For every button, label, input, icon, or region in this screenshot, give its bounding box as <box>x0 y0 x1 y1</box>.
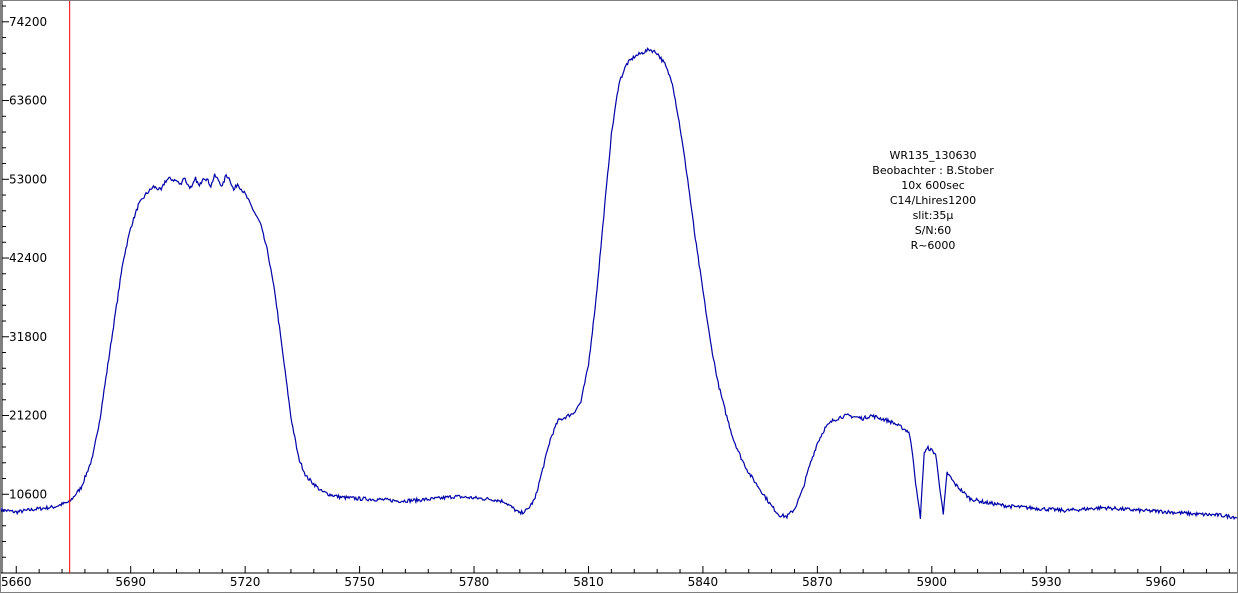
x-tick-label: 5840 <box>688 575 719 589</box>
x-tick-label: 5900 <box>917 575 948 589</box>
y-tick-label: 74200 <box>9 15 47 29</box>
y-tick-label: 42400 <box>9 251 47 265</box>
annotation-line-6: S/N:60 <box>915 224 952 237</box>
x-tick-label: 5810 <box>573 575 604 589</box>
annotation-line-4: C14/Lhires1200 <box>890 194 976 207</box>
annotation-line-7: R~6000 <box>911 239 956 252</box>
x-tick-label: 5960 <box>1145 575 1176 589</box>
annotation-line-1: WR135_130630 <box>889 149 976 162</box>
x-tick-label: 5690 <box>115 575 146 589</box>
annotation-line-2: Beobachter : B.Stober <box>872 164 994 177</box>
annotation-line-5: slit:35µ <box>913 209 954 222</box>
x-tick-label: 5750 <box>344 575 375 589</box>
y-tick-label: 31800 <box>9 330 47 344</box>
x-tick-label: 5930 <box>1031 575 1062 589</box>
x-axis-ticks: 5660 5690 5720 5750 5780 5810 5840 5870 5900 5930… <box>1 566 1230 589</box>
y-tick-label: 53000 <box>9 172 47 186</box>
x-tick-label: 5870 <box>802 575 833 589</box>
y-tick-label: 63600 <box>9 94 47 108</box>
x-tick-label: 5660 <box>1 575 32 589</box>
y-tick-label: 10600 <box>9 487 47 501</box>
y-tick-label: 21200 <box>9 409 47 423</box>
annotation-line-3: 10x 600sec <box>901 179 965 192</box>
spectrum-series-line <box>1 47 1238 521</box>
x-tick-label: 5720 <box>230 575 261 589</box>
x-tick-label: 5780 <box>459 575 490 589</box>
y-axis-ticks: 10600 21200 31800 42400 53000 63600 74200 <box>2 5 47 574</box>
